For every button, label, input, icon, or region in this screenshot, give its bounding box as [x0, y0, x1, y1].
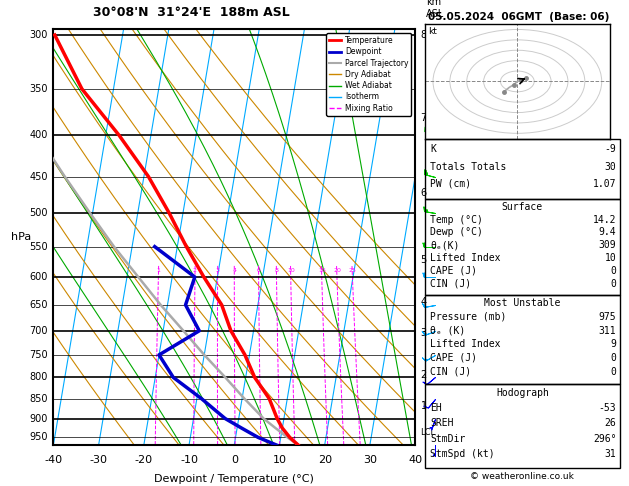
Text: 05.05.2024  06GMT  (Base: 06): 05.05.2024 06GMT (Base: 06) [428, 12, 610, 22]
Text: -40: -40 [45, 455, 62, 465]
Text: 8: 8 [275, 268, 279, 273]
Text: SREH: SREH [430, 418, 454, 429]
Text: 900: 900 [30, 414, 48, 423]
Text: Most Unstable: Most Unstable [484, 298, 560, 308]
Text: 550: 550 [30, 242, 48, 252]
Text: © weatheronline.co.uk: © weatheronline.co.uk [470, 472, 574, 481]
Text: PW (cm): PW (cm) [430, 179, 471, 189]
Text: 700: 700 [30, 326, 48, 336]
Text: 8: 8 [421, 30, 426, 40]
Text: 6: 6 [421, 188, 426, 198]
Text: -10: -10 [180, 455, 198, 465]
Text: 5: 5 [421, 255, 427, 265]
Text: 2: 2 [421, 370, 427, 380]
Text: 650: 650 [30, 300, 48, 310]
Text: Lifted Index: Lifted Index [430, 253, 501, 263]
Text: 296°: 296° [593, 434, 616, 444]
Text: 0: 0 [611, 353, 616, 363]
Text: θₑ (K): θₑ (K) [430, 326, 465, 335]
Text: 500: 500 [30, 208, 48, 218]
Text: Dewp (°C): Dewp (°C) [430, 227, 483, 238]
Text: 3: 3 [216, 268, 220, 273]
Text: 40: 40 [408, 455, 422, 465]
Text: 4: 4 [232, 268, 237, 273]
Text: 0: 0 [611, 266, 616, 276]
Text: km
ASL: km ASL [426, 0, 444, 19]
Text: 7: 7 [421, 113, 427, 123]
Legend: Temperature, Dewpoint, Parcel Trajectory, Dry Adiabat, Wet Adiabat, Isotherm, Mi: Temperature, Dewpoint, Parcel Trajectory… [326, 33, 411, 116]
Text: Pressure (mb): Pressure (mb) [430, 312, 506, 322]
Text: Temp (°C): Temp (°C) [430, 215, 483, 225]
Text: CIN (J): CIN (J) [430, 278, 471, 289]
Text: Totals Totals: Totals Totals [430, 161, 506, 172]
Text: kt: kt [428, 27, 437, 36]
Text: 10: 10 [272, 455, 287, 465]
Text: 300: 300 [30, 30, 48, 40]
Text: 950: 950 [30, 433, 48, 442]
Text: 14.2: 14.2 [593, 215, 616, 225]
Text: StmDir: StmDir [430, 434, 465, 444]
Text: 350: 350 [30, 84, 48, 94]
Text: 450: 450 [30, 172, 48, 182]
Text: 850: 850 [30, 394, 48, 403]
Text: 30: 30 [363, 455, 377, 465]
Text: 31: 31 [604, 449, 616, 459]
Text: 1: 1 [421, 401, 426, 411]
Text: 800: 800 [30, 372, 48, 382]
Text: 3: 3 [421, 329, 426, 338]
Text: Hodograph: Hodograph [496, 388, 549, 398]
Text: CIN (J): CIN (J) [430, 366, 471, 377]
Text: 600: 600 [30, 272, 48, 282]
Text: StmSpd (kt): StmSpd (kt) [430, 449, 495, 459]
Text: -9: -9 [604, 144, 616, 155]
Text: 311: 311 [599, 326, 616, 335]
Text: 20: 20 [318, 455, 331, 465]
Text: 30°08'N  31°24'E  188m ASL: 30°08'N 31°24'E 188m ASL [92, 6, 289, 19]
Text: 309: 309 [599, 240, 616, 250]
Text: 6: 6 [257, 268, 260, 273]
Text: 975: 975 [599, 312, 616, 322]
Text: 750: 750 [30, 350, 48, 360]
Text: hPa: hPa [11, 232, 31, 242]
Text: EH: EH [430, 403, 442, 413]
Text: 20: 20 [333, 268, 341, 273]
Text: 10: 10 [604, 253, 616, 263]
Text: 0: 0 [231, 455, 238, 465]
Text: 4: 4 [421, 297, 426, 307]
Text: -30: -30 [90, 455, 108, 465]
Text: 0: 0 [611, 366, 616, 377]
Text: 10: 10 [287, 268, 294, 273]
Text: 400: 400 [30, 130, 48, 140]
Text: LCL: LCL [421, 429, 436, 437]
Text: 1.07: 1.07 [593, 179, 616, 189]
Text: CAPE (J): CAPE (J) [430, 353, 477, 363]
Text: 2: 2 [193, 268, 197, 273]
Text: 30: 30 [604, 161, 616, 172]
Text: 0: 0 [611, 278, 616, 289]
Text: -53: -53 [599, 403, 616, 413]
Text: Dewpoint / Temperature (°C): Dewpoint / Temperature (°C) [154, 474, 314, 484]
Text: 25: 25 [348, 268, 357, 273]
Text: K: K [430, 144, 436, 155]
Text: 1: 1 [157, 268, 160, 273]
Text: Lifted Index: Lifted Index [430, 339, 501, 349]
Text: 9: 9 [611, 339, 616, 349]
Text: -20: -20 [135, 455, 153, 465]
Text: CAPE (J): CAPE (J) [430, 266, 477, 276]
Text: 26: 26 [604, 418, 616, 429]
Text: 16: 16 [318, 268, 326, 273]
Text: Surface: Surface [502, 202, 543, 212]
Text: θₑ(K): θₑ(K) [430, 240, 460, 250]
Text: 9.4: 9.4 [599, 227, 616, 238]
